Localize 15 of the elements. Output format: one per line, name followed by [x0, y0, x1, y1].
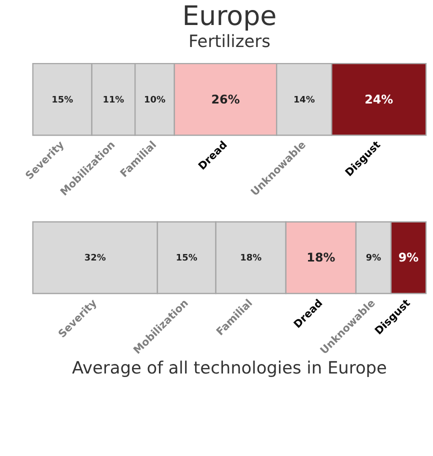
- data-label: 24%: [364, 92, 394, 106]
- data-label: 26%: [211, 92, 240, 106]
- chart-subtitle: Fertilizers: [188, 31, 270, 52]
- data-label: 32%: [84, 254, 106, 264]
- data-label: 10%: [144, 95, 166, 106]
- data-label: 15%: [52, 95, 74, 106]
- data-label: 15%: [176, 254, 198, 264]
- text: Average of all technologies in Europe: [72, 357, 387, 378]
- data-label: 9%: [366, 254, 382, 264]
- data-label: 18%: [306, 250, 336, 265]
- data-label: 18%: [240, 254, 262, 264]
- data-label: 9%: [398, 250, 419, 265]
- data-label: 14%: [293, 95, 315, 106]
- data-label: 11%: [102, 95, 124, 106]
- chart-title: Europe: [182, 1, 277, 32]
